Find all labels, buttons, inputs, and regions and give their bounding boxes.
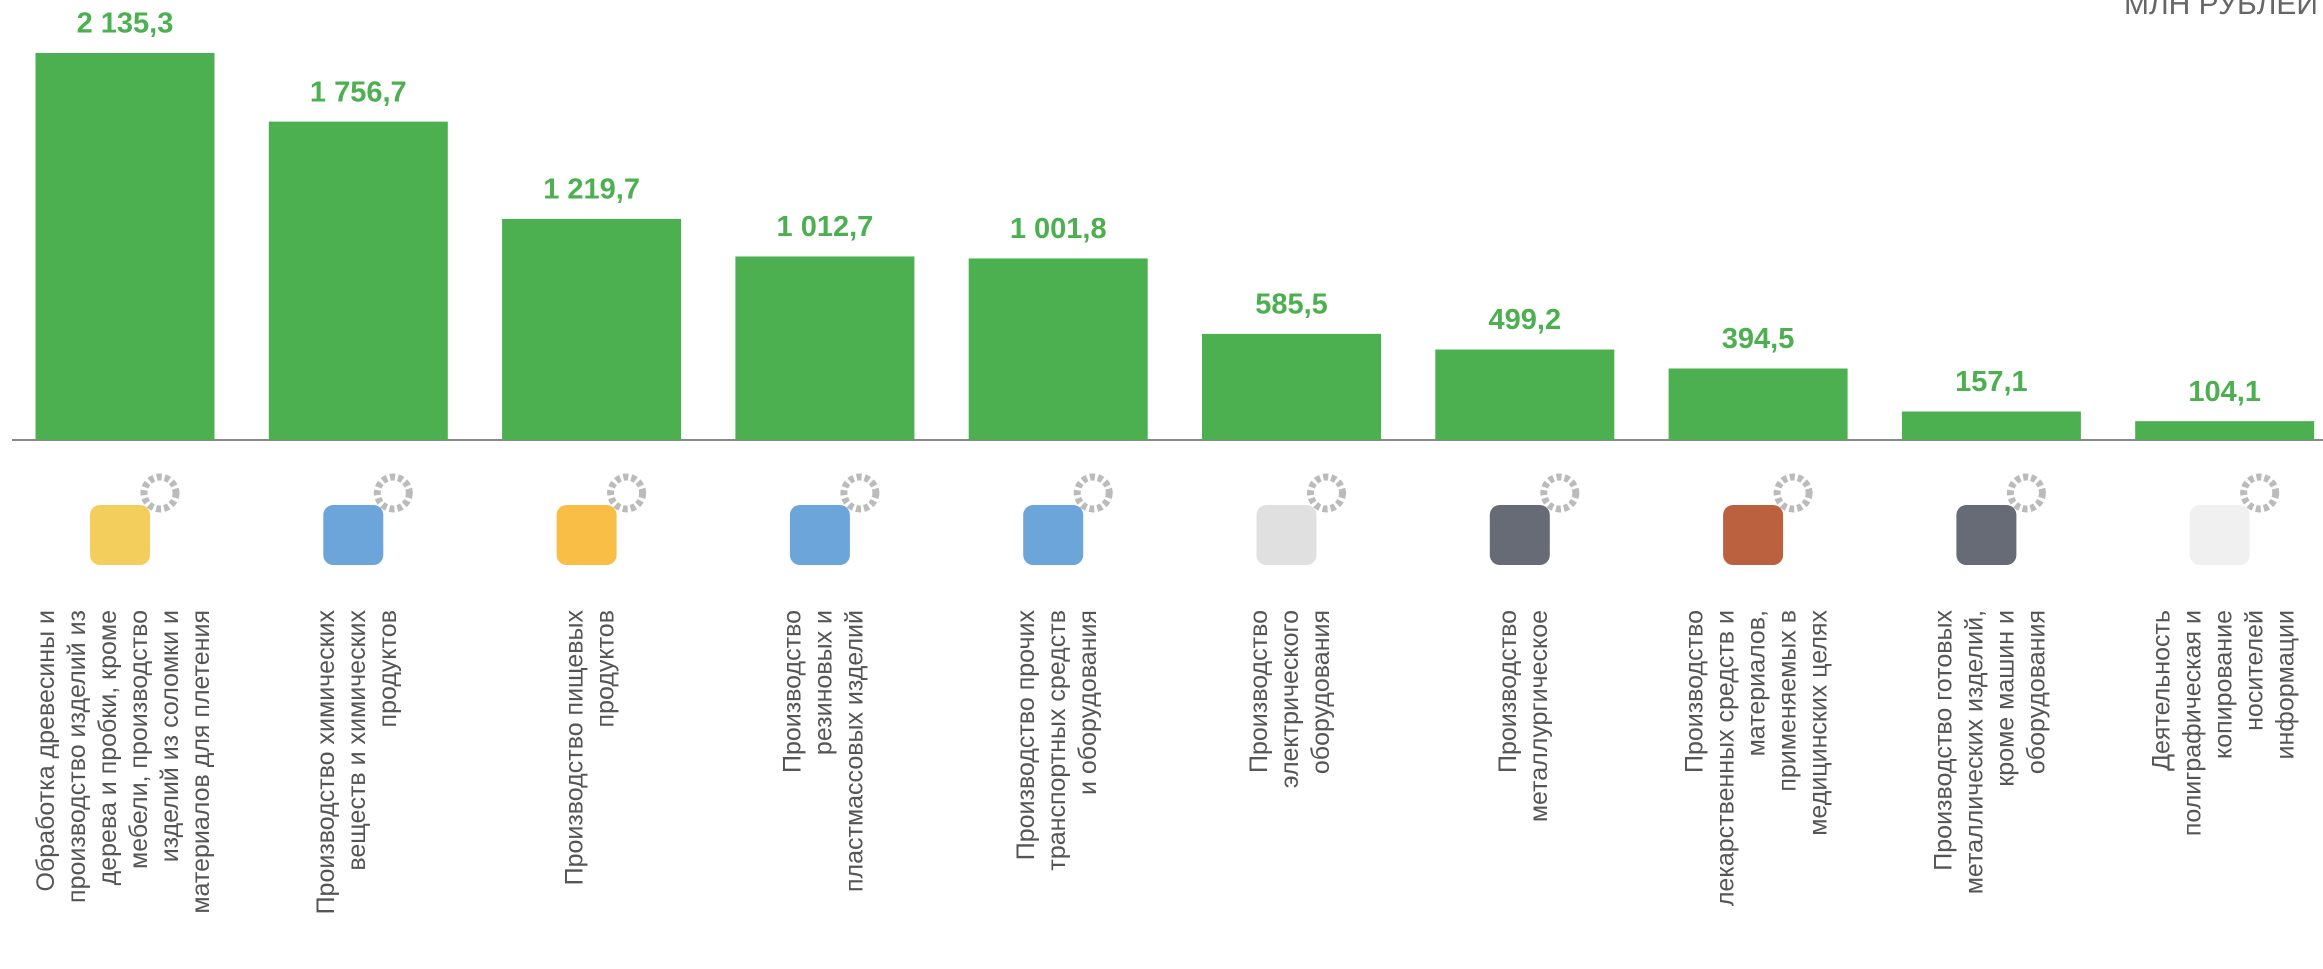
value-label: 1 001,8 [1010,213,1107,245]
icon [1723,505,1783,565]
category-label: Производство [779,610,807,773]
icon [1023,505,1083,565]
category-label: оборудования [2023,610,2051,774]
category-label: лекарственных средств и [1712,610,1740,906]
bar [36,53,215,440]
icon [2190,505,2250,565]
icon-gear [1544,477,1576,509]
category-label: Деятельность [2147,610,2175,771]
category-label: Обработка древесины и [32,610,60,891]
icon-gear [1777,477,1809,509]
category-label: и оборудования [1074,610,1102,795]
icon-gear [611,477,643,509]
category-label: дерева и пробки, кроме [94,610,122,885]
icon [1490,505,1550,565]
value-label: 585,5 [1255,289,1328,321]
icon-gear [2010,477,2042,509]
bar [1435,350,1614,440]
category-label: мебели, производство [125,610,153,869]
category-label: Производство [1494,610,1522,773]
bar [735,256,914,440]
category-label: электрического [1276,610,1304,788]
category-label: Производство химических [312,610,340,915]
bar [1902,412,2081,440]
category-label: Производство [1681,610,1709,773]
icon [1956,505,2016,565]
category-label: транспортных средств [1043,610,1071,871]
icon [323,505,383,565]
icon [90,505,150,565]
icon [790,505,850,565]
category-label: копирование [2209,610,2237,759]
value-label: 394,5 [1722,323,1795,355]
category-label: металлических изделий, [1961,610,1989,894]
bar [969,258,1148,440]
bar [269,122,448,440]
category-label: резиновых и [810,610,838,755]
value-label: 1 756,7 [310,76,407,108]
icon-gear [144,477,176,509]
icon [1257,505,1317,565]
units-title: МЛН РУБЛЕЙ [2124,0,2318,21]
bar [2135,421,2314,440]
value-label: 1 219,7 [543,174,640,206]
bar [1669,369,1848,440]
category-label: металлургическое [1525,610,1553,822]
category-label: Производство [1245,610,1273,773]
icon [557,505,617,565]
value-label: 1 012,7 [777,211,874,243]
bar [1202,334,1381,440]
category-label: продуктов [592,610,620,727]
icon-gear [844,477,876,509]
category-label: изделий из соломки и [156,610,184,862]
category-label: Производство готовых [1930,610,1958,871]
value-label: 104,1 [2188,376,2261,408]
category-label: производство изделий из [63,610,91,903]
chart: МЛН РУБЛЕЙ 2 135,3Обработка древесины ип… [0,0,2323,969]
category-label: оборудования [1307,610,1335,774]
icon-gear [1311,477,1343,509]
bar [502,219,681,440]
category-label: веществ и химических [343,610,371,871]
category-label: продуктов [374,610,402,727]
category-label: Производство прочих [1012,610,1040,861]
category-label: применяемых в [1774,610,1802,792]
value-label: 499,2 [1489,304,1562,336]
category-label: материалов для плетения [187,610,215,914]
category-label: полиграфическая и [2178,610,2206,836]
category-label: носителей [2240,610,2268,731]
category-label: пластмассовых изделий [841,610,869,892]
category-label: информации [2271,610,2299,760]
category-label: Производство пищевых [561,610,589,886]
icon-gear [377,477,409,509]
category-label: материалов, [1743,610,1771,756]
icon-gear [2244,477,2276,509]
icon-gear [1077,477,1109,509]
value-label: 157,1 [1955,366,2028,398]
value-label: 2 135,3 [77,8,174,40]
category-label: кроме машин и [1992,610,2020,787]
category-label: медицинских целях [1805,610,1833,836]
